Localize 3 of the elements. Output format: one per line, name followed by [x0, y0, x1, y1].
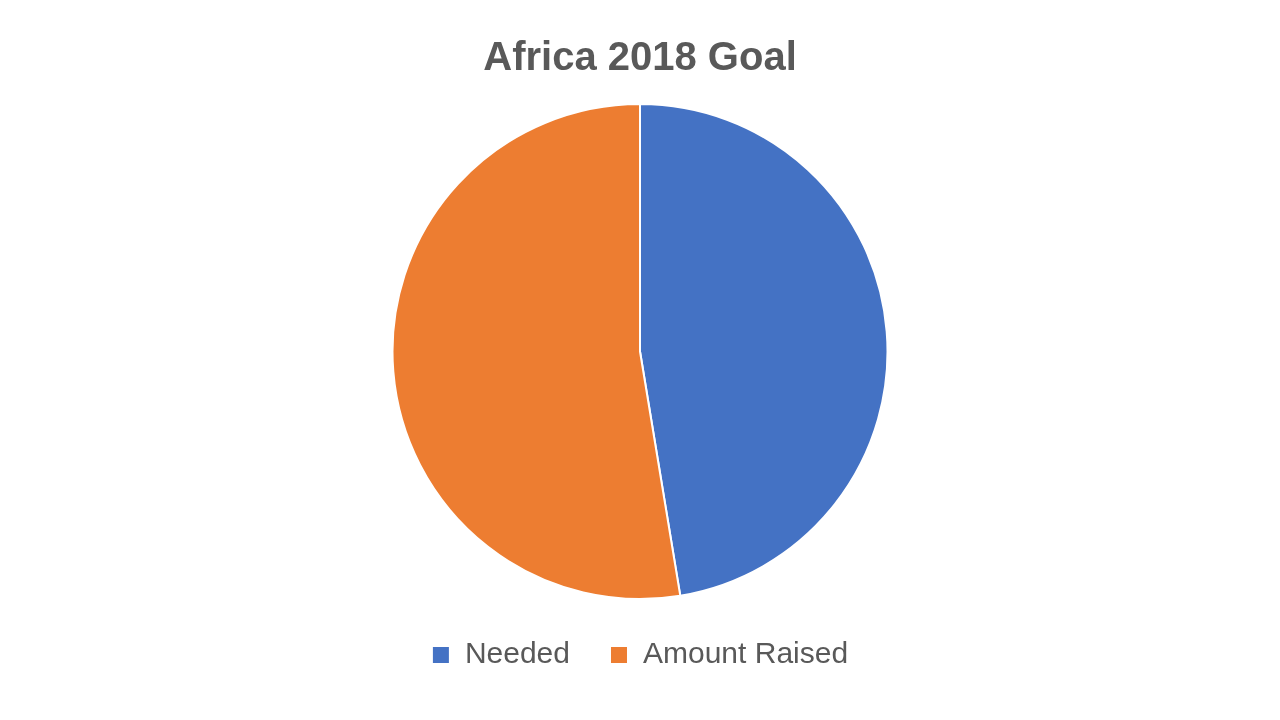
legend-label: Needed: [464, 636, 570, 670]
chart-title: Africa 2018 Goal: [483, 34, 797, 79]
legend-label: Amount Raised: [642, 636, 849, 670]
